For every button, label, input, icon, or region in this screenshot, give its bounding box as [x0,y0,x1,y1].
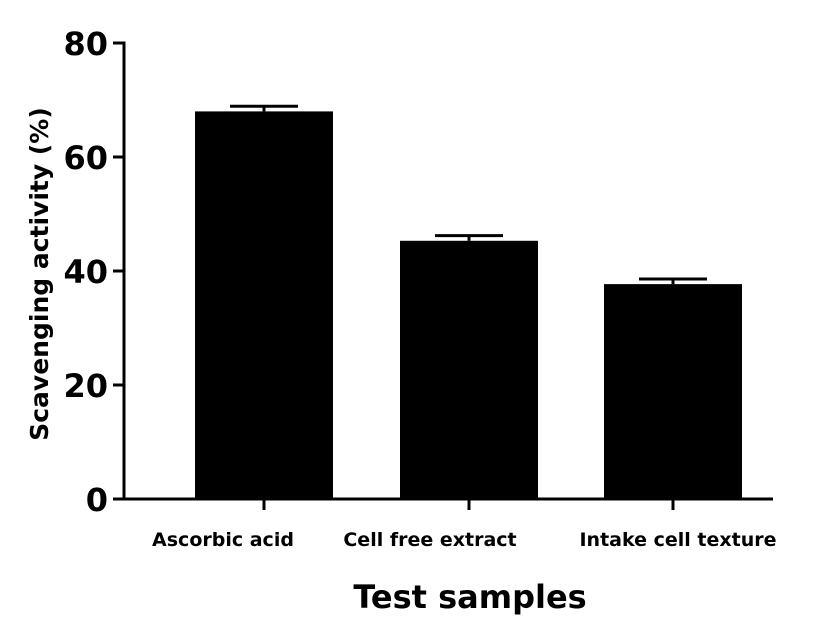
x-tick-label: Intake cell texture [579,529,776,551]
y-tick-label: 20 [63,367,108,405]
labels-layer: Scavenging activity (%) Test samples [25,107,587,616]
x-tick-label: Cell free extract [343,529,516,551]
bars-layer [195,111,742,500]
axes-layer: Ascorbic acid Cell free extract Intake cel… [63,25,776,551]
y-tick-label: 40 [63,253,108,291]
bar [604,284,742,499]
bar [195,111,333,500]
y-axis-label: Scavenging activity (%) [25,107,54,441]
y-tick-label: 60 [63,139,108,177]
error-bars-layer [230,104,707,285]
y-tick-label: 0 [86,481,108,519]
x-axis-label: Test samples [353,578,586,616]
bar [400,240,538,500]
x-tick-label: Ascorbic acid [152,529,294,551]
y-tick-label: 80 [63,25,108,63]
